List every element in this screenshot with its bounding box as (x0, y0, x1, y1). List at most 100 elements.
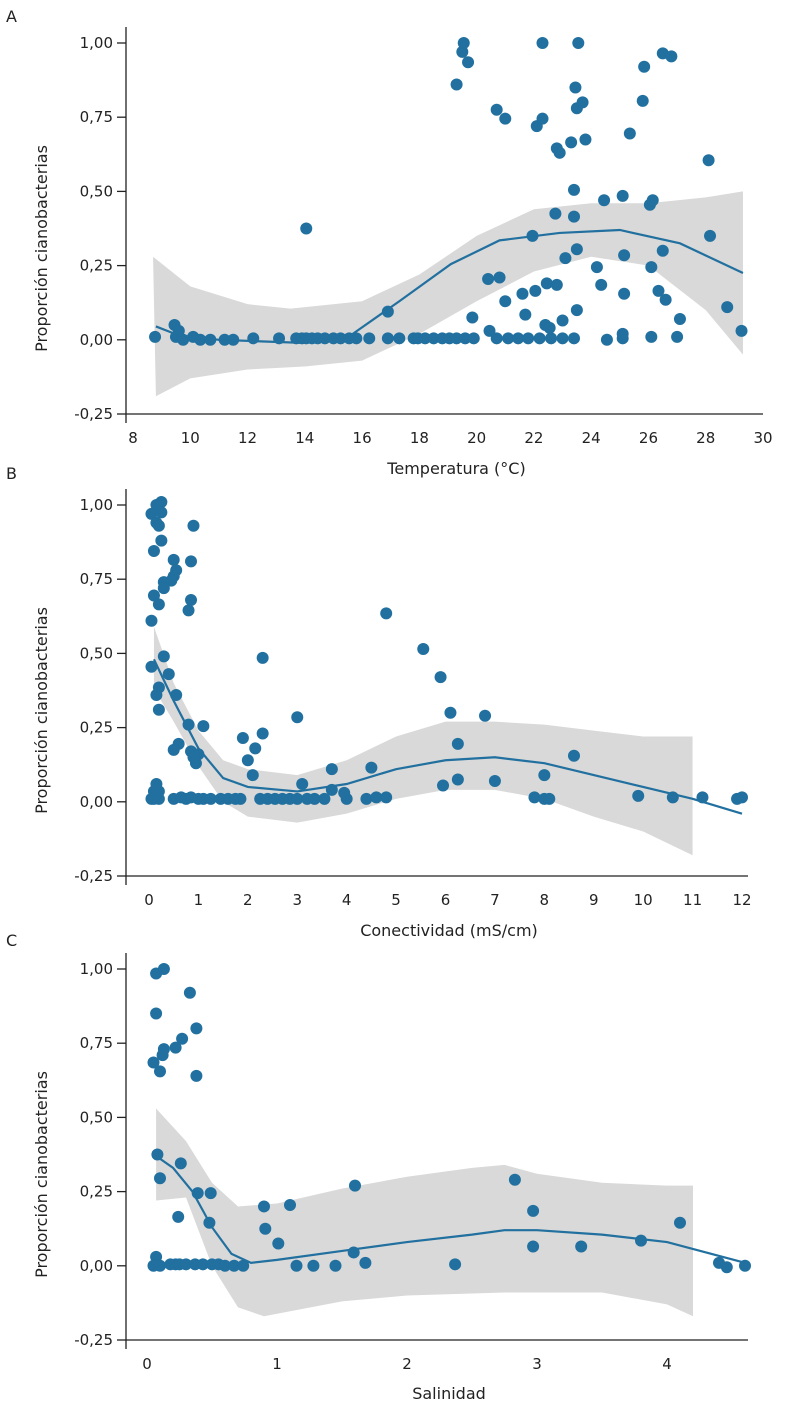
data-point (219, 1259, 231, 1272)
data-point (249, 742, 262, 755)
data-point (736, 791, 748, 804)
x-tick-label: 26 (639, 429, 658, 447)
data-point (528, 791, 541, 804)
data-point (185, 593, 198, 606)
data-point (370, 791, 383, 804)
data-points (149, 37, 748, 346)
y-tick-label: 0,75 (80, 1034, 113, 1052)
panel-letter: B (6, 464, 17, 483)
data-point (427, 332, 440, 345)
y-tick-label: 0,75 (80, 570, 113, 588)
data-point (162, 668, 175, 681)
data-point (152, 703, 165, 716)
y-tick-label: 0,25 (80, 719, 113, 737)
data-point (381, 305, 394, 318)
data-point (645, 261, 658, 274)
x-tick-label: 9 (589, 891, 599, 909)
x-tick-label: 6 (441, 891, 451, 909)
data-point (568, 210, 580, 223)
x-tick-label: 28 (696, 429, 715, 447)
data-point (154, 1065, 166, 1078)
data-point (183, 986, 196, 999)
data-point (147, 589, 160, 602)
x-tick-label: 3 (292, 891, 302, 909)
data-point (190, 1069, 203, 1082)
data-point (151, 1148, 164, 1161)
data-point (466, 311, 479, 324)
data-point (568, 332, 580, 345)
data-point (636, 94, 649, 107)
data-point (674, 1216, 686, 1229)
data-point (187, 751, 200, 764)
data-point (318, 792, 331, 805)
panel-letter: A (6, 7, 17, 26)
data-point (623, 127, 636, 140)
data-point (576, 96, 589, 109)
x-tick-label: 7 (490, 891, 500, 909)
data-point (167, 553, 180, 566)
smooth-line (152, 658, 743, 815)
data-point (567, 749, 580, 762)
data-point (550, 278, 563, 291)
data-point (444, 706, 457, 719)
data-point (172, 1210, 185, 1223)
y-axis-label: Proporción cianobacterias (32, 607, 51, 814)
x-tick-label: 1 (194, 891, 204, 909)
data-point (145, 507, 158, 520)
x-tick-label: 22 (524, 429, 543, 447)
data-point (553, 146, 566, 159)
data-point (419, 332, 432, 345)
y-tick-label: 1,00 (80, 960, 113, 978)
data-point (174, 1157, 187, 1170)
data-point (325, 763, 338, 776)
x-tick-label: 0 (142, 1355, 152, 1373)
data-point (572, 37, 585, 49)
x-axis-label: Temperatura (°C) (386, 459, 525, 478)
data-point (616, 327, 629, 340)
panel-a: -0,25 0,00 0,25 0,50 0,75 1,00 8 10 12 14 16 18 20 22… (6, 7, 773, 478)
x-tick-label: 14 (295, 429, 314, 447)
data-point (307, 1259, 320, 1272)
data-point (533, 332, 546, 345)
data-point (479, 709, 492, 722)
data-point (632, 789, 645, 802)
y-tick-label: -0,25 (74, 867, 113, 885)
data-point (671, 330, 684, 343)
data-point (522, 332, 535, 345)
data-point (329, 1259, 342, 1272)
y-tick-label: 0,50 (80, 182, 113, 200)
data-point (296, 777, 309, 790)
x-tick-label: 0 (144, 891, 154, 909)
data-point (237, 1259, 250, 1272)
y-axis-label: Proporción cianobacterias (32, 145, 51, 352)
data-point (635, 1234, 647, 1247)
data-point (704, 229, 717, 242)
data-point (638, 60, 651, 73)
panel-c: -0,25 0,00 0,25 0,50 0,75 1,00 0 1 2 3 4 Salinidad P… (6, 931, 751, 1403)
data-point (575, 1240, 588, 1253)
data-point (236, 731, 249, 744)
x-tick-label: 2 (243, 891, 253, 909)
data-point (450, 332, 463, 345)
x-tick-label: 18 (410, 429, 429, 447)
y-tick-label: 0,25 (80, 257, 113, 275)
y-tick-label: 0,00 (80, 793, 113, 811)
data-point (646, 194, 659, 207)
data-point (645, 330, 658, 343)
data-point (197, 720, 210, 733)
data-point (145, 792, 158, 805)
data-point (176, 1032, 189, 1045)
data-point (258, 1200, 270, 1213)
data-point (720, 1261, 733, 1274)
data-point (187, 519, 200, 532)
data-point (456, 45, 469, 58)
data-point (529, 284, 542, 297)
data-point (204, 792, 217, 805)
confidence-band (153, 626, 693, 856)
x-tick-label: 12 (238, 429, 257, 447)
panel-b: -0,250,000,250,500,751,000 1 2 3 4 5 6 7 8 9 10 11 1… (6, 464, 752, 940)
data-point (365, 761, 378, 774)
data-point (527, 1204, 540, 1217)
data-point (308, 792, 321, 805)
y-tick-label: 0,75 (80, 108, 113, 126)
